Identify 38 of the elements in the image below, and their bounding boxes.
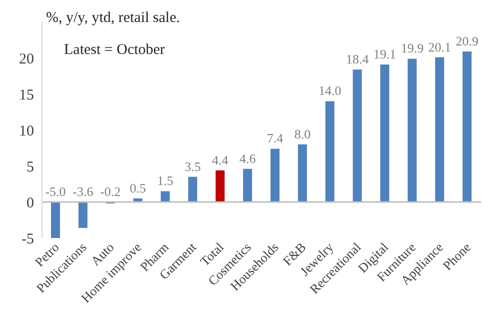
bar [270,148,280,202]
data-label: 19.1 [373,46,396,62]
data-label: 19.9 [400,40,424,56]
data-label: 1.5 [157,173,174,188]
bar [51,202,60,238]
bar [243,168,252,202]
y-tick-label: 15 [19,87,34,104]
data-label: -3.6 [72,184,94,199]
data-label: 18.4 [346,52,370,67]
chart-title: %, y/y, ytd, retail sale. [46,10,180,27]
data-label: 20.9 [456,34,478,49]
data-label: 8.0 [294,126,311,142]
bar [160,191,170,202]
data-label: 7.4 [266,130,284,146]
y-tick-label: 5 [26,159,34,176]
bar [78,202,88,228]
bar [462,52,472,202]
data-label: 14.0 [318,83,342,98]
y-tick-label: 10 [19,123,34,140]
data-label: 3.5 [184,158,201,174]
data-label: 4.4 [212,152,229,168]
bar [408,58,417,202]
data-label: -5.0 [45,184,66,199]
bar [188,176,198,202]
annotation: Latest = October [64,42,165,59]
y-tick-label: 20 [19,51,34,68]
bar [435,57,444,202]
y-tick-label: 0 [26,195,34,212]
data-label: 0.5 [130,180,146,196]
bar [216,170,225,202]
bar [298,144,307,202]
data-label: 4.6 [239,150,256,166]
data-label: -0.2 [100,184,121,199]
bar [380,64,390,202]
bar [325,101,334,202]
y-tick-label: -5 [22,231,34,248]
data-label: 20.1 [428,39,451,54]
bar [352,70,362,202]
